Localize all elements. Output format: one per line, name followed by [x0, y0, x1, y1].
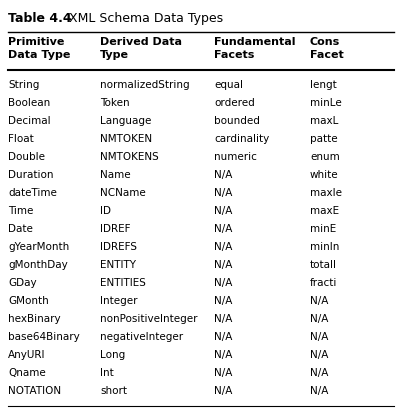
- Text: nonPositiveInteger: nonPositiveInteger: [100, 314, 197, 324]
- Text: base64Binary: base64Binary: [8, 332, 80, 342]
- Text: ENTITIES: ENTITIES: [100, 278, 146, 288]
- Text: normalizedString: normalizedString: [100, 80, 189, 90]
- Text: ENTITY: ENTITY: [100, 260, 136, 270]
- Text: Facets: Facets: [214, 50, 254, 60]
- Text: Double: Double: [8, 152, 45, 162]
- Text: Facet: Facet: [310, 50, 344, 60]
- Text: N/A: N/A: [214, 386, 232, 396]
- Text: Token: Token: [100, 98, 130, 108]
- Text: Table 4.4: Table 4.4: [8, 12, 72, 25]
- Text: minE: minE: [310, 224, 336, 234]
- Text: IDREF: IDREF: [100, 224, 131, 234]
- Text: NCName: NCName: [100, 188, 146, 198]
- Text: ID: ID: [100, 206, 111, 216]
- Text: XML Schema Data Types: XML Schema Data Types: [65, 12, 223, 25]
- Text: bounded: bounded: [214, 116, 260, 126]
- Text: lengt: lengt: [310, 80, 337, 90]
- Text: Fundamental: Fundamental: [214, 37, 295, 47]
- Text: minIn: minIn: [310, 242, 339, 252]
- Text: Time: Time: [8, 206, 33, 216]
- Text: Language: Language: [100, 116, 151, 126]
- Text: Float: Float: [8, 134, 34, 144]
- Text: Int: Int: [100, 368, 114, 378]
- Text: patte: patte: [310, 134, 338, 144]
- Text: negativeInteger: negativeInteger: [100, 332, 183, 342]
- Text: IDREFS: IDREFS: [100, 242, 137, 252]
- Text: String: String: [8, 80, 39, 90]
- Text: Long: Long: [100, 350, 125, 360]
- Text: AnyURI: AnyURI: [8, 350, 45, 360]
- Text: NMTOKEN: NMTOKEN: [100, 134, 152, 144]
- Text: N/A: N/A: [214, 170, 232, 180]
- Text: GDay: GDay: [8, 278, 37, 288]
- Text: Decimal: Decimal: [8, 116, 51, 126]
- Text: N/A: N/A: [214, 368, 232, 378]
- Text: N/A: N/A: [310, 350, 328, 360]
- Text: fracti: fracti: [310, 278, 338, 288]
- Text: cardinality: cardinality: [214, 134, 269, 144]
- Text: N/A: N/A: [214, 260, 232, 270]
- Text: Integer: Integer: [100, 296, 137, 306]
- Text: N/A: N/A: [214, 296, 232, 306]
- Text: white: white: [310, 170, 339, 180]
- Text: N/A: N/A: [214, 224, 232, 234]
- Text: N/A: N/A: [310, 386, 328, 396]
- Text: NOTATION: NOTATION: [8, 386, 61, 396]
- Text: N/A: N/A: [310, 368, 328, 378]
- Text: Qname: Qname: [8, 368, 46, 378]
- Text: hexBinary: hexBinary: [8, 314, 60, 324]
- Text: Name: Name: [100, 170, 131, 180]
- Text: maxle: maxle: [310, 188, 342, 198]
- Text: minLe: minLe: [310, 98, 342, 108]
- Text: GMonth: GMonth: [8, 296, 49, 306]
- Text: N/A: N/A: [310, 332, 328, 342]
- Text: totall: totall: [310, 260, 337, 270]
- Text: maxL: maxL: [310, 116, 338, 126]
- Text: N/A: N/A: [214, 206, 232, 216]
- Text: N/A: N/A: [214, 188, 232, 198]
- Text: N/A: N/A: [214, 278, 232, 288]
- Text: N/A: N/A: [214, 350, 232, 360]
- Text: NMTOKENS: NMTOKENS: [100, 152, 159, 162]
- Text: Duration: Duration: [8, 170, 53, 180]
- Text: Derived Data: Derived Data: [100, 37, 182, 47]
- Text: equal: equal: [214, 80, 243, 90]
- Text: enum: enum: [310, 152, 340, 162]
- Text: maxE: maxE: [310, 206, 339, 216]
- Text: gYearMonth: gYearMonth: [8, 242, 69, 252]
- Text: short: short: [100, 386, 127, 396]
- Text: N/A: N/A: [214, 242, 232, 252]
- Text: Data Type: Data Type: [8, 50, 70, 60]
- Text: N/A: N/A: [214, 332, 232, 342]
- Text: ordered: ordered: [214, 98, 255, 108]
- Text: N/A: N/A: [310, 314, 328, 324]
- Text: Type: Type: [100, 50, 129, 60]
- Text: Boolean: Boolean: [8, 98, 50, 108]
- Text: numeric: numeric: [214, 152, 257, 162]
- Text: N/A: N/A: [214, 314, 232, 324]
- Text: dateTime: dateTime: [8, 188, 57, 198]
- Text: gMonthDay: gMonthDay: [8, 260, 68, 270]
- Text: Primitive: Primitive: [8, 37, 64, 47]
- Text: N/A: N/A: [310, 296, 328, 306]
- Text: Date: Date: [8, 224, 33, 234]
- Text: Cons: Cons: [310, 37, 340, 47]
